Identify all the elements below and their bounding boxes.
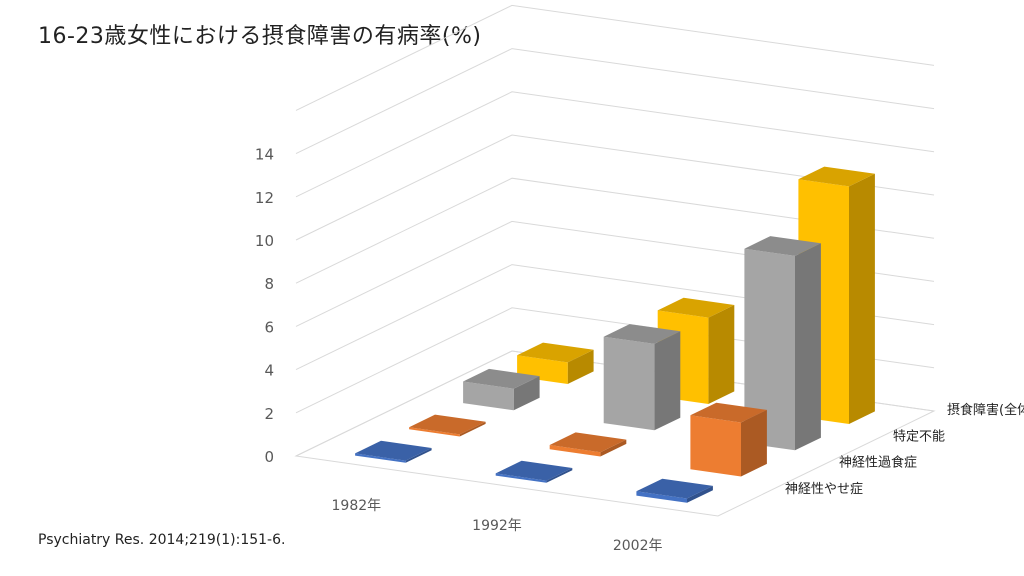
y-tick-label: 10	[255, 232, 274, 250]
source-citation: Psychiatry Res. 2014;219(1):151-6.	[38, 532, 286, 548]
bar-side	[567, 349, 594, 384]
bar-front	[744, 248, 795, 451]
series-label: 神経性やせ症	[785, 482, 863, 497]
y-tick-label: 12	[255, 189, 274, 207]
bar-2-3	[690, 402, 767, 477]
gridline	[295, 134, 935, 241]
bar-1-3	[636, 478, 713, 503]
y-tick-label: 4	[264, 362, 274, 380]
bar-3-1	[463, 368, 540, 411]
bar-top	[463, 368, 540, 389]
bar-side	[546, 468, 573, 483]
bar-2-2	[549, 432, 627, 457]
x-tick-label: 2002年	[613, 538, 663, 554]
series-label: 神経性過食症	[839, 455, 917, 471]
y-tick-label: 2	[264, 405, 274, 423]
bar-side	[513, 376, 540, 411]
bar-front	[636, 491, 687, 503]
bar-side	[849, 173, 875, 424]
bar-side	[687, 485, 713, 503]
bar-2-1	[409, 414, 486, 437]
bar-top	[495, 460, 573, 481]
bar-side	[654, 331, 681, 431]
bar-side	[708, 305, 735, 404]
bar-top	[549, 432, 627, 453]
floor	[294, 350, 936, 517]
bar-1-1	[355, 440, 432, 463]
chart-title: 16-23歳女性における摂食障害の有病率(%)	[38, 24, 482, 49]
series-label: 摂食障害(全体)	[947, 402, 1024, 418]
gridline	[295, 177, 935, 284]
bar-front	[549, 445, 601, 457]
x-tick-label: 1982年	[332, 498, 382, 514]
bar-top	[798, 166, 875, 187]
bar-side	[405, 448, 432, 463]
bar-front	[355, 453, 406, 463]
bar-front	[463, 381, 514, 411]
gridline	[295, 48, 935, 155]
bar-3-3	[744, 236, 821, 451]
x-tick-label: 1992年	[472, 518, 522, 534]
bar-side	[741, 409, 767, 477]
bar-front	[603, 336, 655, 431]
gridline-top	[295, 4, 935, 111]
bar-front	[495, 473, 547, 483]
y-tick-label: 0	[264, 448, 274, 466]
y-tick-label: 14	[255, 146, 274, 164]
bar-top	[690, 402, 767, 423]
gridline	[295, 91, 935, 198]
bar-front	[690, 415, 741, 477]
bar-4-1	[517, 342, 594, 384]
bar-side	[459, 421, 486, 437]
series-label: 特定不能	[893, 429, 945, 444]
bar-top	[517, 342, 594, 363]
bar-front	[409, 427, 460, 437]
bar-top	[409, 414, 486, 435]
y-tick-label: 6	[264, 318, 274, 336]
bar-top	[603, 324, 681, 344]
bar-top	[657, 297, 735, 318]
bar-1-2	[495, 460, 573, 483]
bar-side	[600, 439, 627, 457]
y-tick-label: 8	[264, 275, 274, 293]
bar-top	[636, 478, 713, 499]
bar-3-2	[603, 324, 681, 431]
bar-top	[355, 440, 432, 461]
bar-top	[744, 236, 821, 256]
bar-side	[795, 243, 821, 451]
